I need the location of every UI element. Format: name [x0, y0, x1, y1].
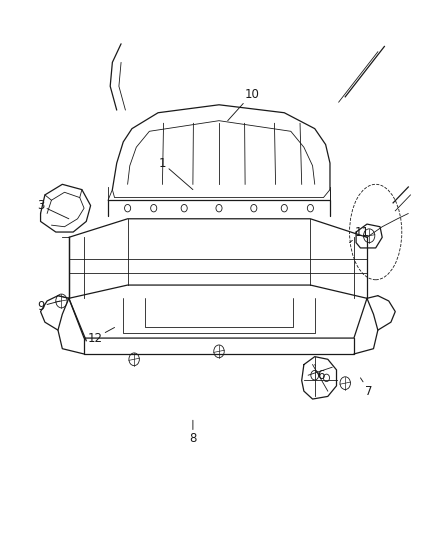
Text: 10: 10	[228, 87, 259, 120]
Text: 9: 9	[37, 300, 60, 313]
Text: 1: 1	[159, 157, 193, 190]
Text: 7: 7	[360, 378, 373, 398]
Text: 6: 6	[315, 365, 325, 382]
Text: 3: 3	[37, 199, 69, 219]
Text: 8: 8	[189, 420, 197, 446]
Text: 11: 11	[350, 225, 370, 243]
Text: 12: 12	[88, 327, 115, 344]
